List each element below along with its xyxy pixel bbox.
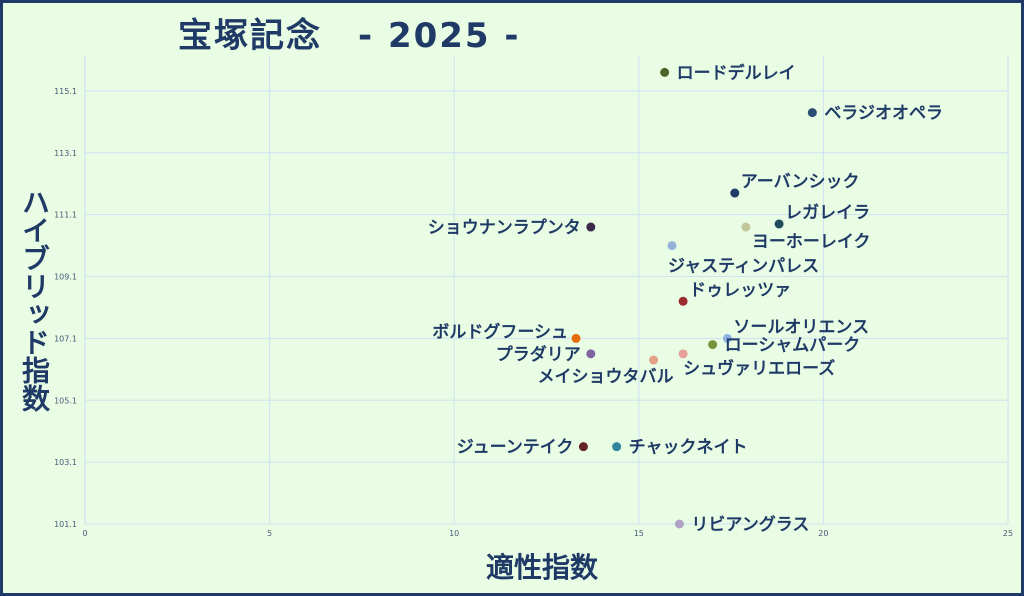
x-tick-label: 25 [1003,529,1013,538]
data-point [678,349,688,359]
data-point [578,442,588,452]
gridlines [84,56,1009,525]
point-labels: ロードデルレイベラジオオペラアーバンシックレガレイラショウナンラプンタヨーホーレ… [428,62,943,535]
data-point [708,340,718,350]
point-label: ドゥレッツァ [689,280,791,300]
y-tick-label: 115.1 [54,87,77,96]
point-label: ソールオリエンス [733,317,869,337]
x-tick-label: 10 [449,529,459,538]
data-point [649,355,659,365]
x-tick-label: 15 [634,529,644,538]
point-label: プラダリア [496,344,581,365]
point-label: ショウナンラプンタ [428,217,581,238]
point-label: レガレイラ [785,203,870,223]
data-point [674,519,684,529]
data-point [586,349,596,359]
point-label: ジャスティンパレス [668,257,819,277]
data-point [722,333,732,343]
data-point [586,222,596,232]
data-point [660,67,670,77]
data-point [741,222,751,232]
y-tick-label: 107.1 [54,334,77,343]
point-label: ローシャムパーク [725,336,861,356]
x-tick-label: 5 [267,529,272,538]
data-point [730,188,740,198]
point-label: アーバンシック [741,172,860,192]
y-tick-label: 101.1 [54,520,77,529]
x-tick-label: 0 [82,529,87,538]
y-tick-label: 103.1 [54,458,77,467]
point-label: シュヴァリエローズ [683,358,835,379]
data-point [612,442,622,452]
point-label: ジューンテイク [457,438,574,458]
point-label: ヨーホーレイク [752,232,871,252]
data-point [571,333,581,343]
point-label: ロードデルレイ [677,62,796,83]
point-label: ボルドグフーシュ [432,321,568,342]
chart-title: 宝塚記念 - 2025 - [178,16,521,56]
data-point [774,219,784,229]
axis-ticks: 0 5 10 15 20 25 101.1 103.1 105.1 107.1 109.1 111.1… [54,87,1013,538]
data-point [807,108,817,118]
point-label: ベラジオオペラ [824,104,943,124]
point-label: リビアングラス [691,514,809,535]
point-label: メイショウタバル [538,367,674,387]
y-tick-label: 109.1 [54,273,77,282]
x-tick-label: 20 [818,529,828,538]
point-label: チャックネイト [629,438,748,458]
y-tick-label: 113.1 [54,149,77,158]
y-tick-label: 111.1 [54,211,77,220]
data-point [667,241,677,251]
data-point [678,296,688,306]
data-points [571,67,817,529]
y-axis-label: ハイブリッド指数 [18,188,51,412]
x-axis-label: 適性指数 [486,551,599,584]
y-tick-label: 105.1 [54,396,77,405]
